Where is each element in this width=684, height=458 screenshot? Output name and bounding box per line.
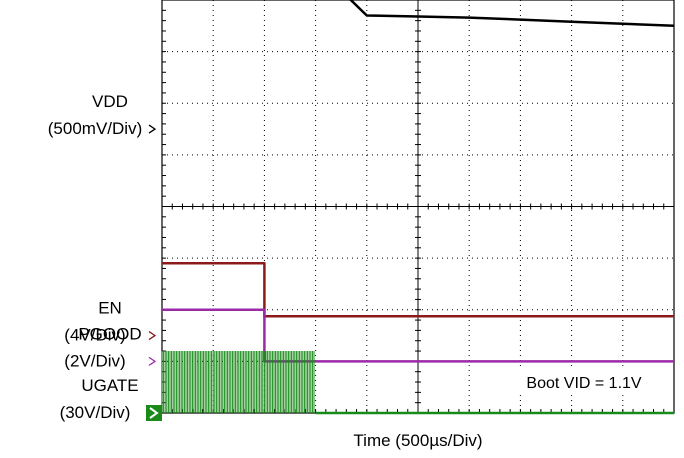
channel-scale-vdd: (500mV/Div): [48, 119, 142, 138]
channel-scale-ugate: (30V/Div): [60, 403, 131, 422]
ground-marker-pgood: [148, 356, 157, 366]
ground-marker-ugate: [146, 405, 162, 421]
trace-en: [162, 262, 674, 318]
ground-marker-vdd: [148, 124, 157, 134]
channel-label-vdd: VDD: [92, 92, 128, 111]
channel-scale-pgood: (2V/Div): [64, 351, 125, 370]
annotation-text: Boot VID = 1.1V: [526, 375, 642, 392]
channel-label-ugate: UGATE: [81, 376, 138, 395]
ground-marker-chevron: [149, 407, 159, 419]
channel-labels: VDD (500mV/Div) EN (4V/Div)PGOOD (2V/Div) UGA…: [48, 92, 162, 422]
ground-marker-en: [148, 331, 157, 341]
annotation-box: Boot VID = 1.1V: [504, 370, 664, 394]
x-axis-label: Time (500µs/Div): [353, 431, 482, 450]
trace-ugate-switching: [161, 351, 315, 413]
channel-label-en: EN: [98, 299, 122, 318]
traces: [161, 0, 675, 415]
channel-scale-en: (4V/Div): [64, 326, 125, 345]
trace-pgood: [162, 308, 674, 363]
trace-vdd: [349, 0, 675, 28]
channel-label-pgood: PGOOD: [78, 324, 141, 343]
